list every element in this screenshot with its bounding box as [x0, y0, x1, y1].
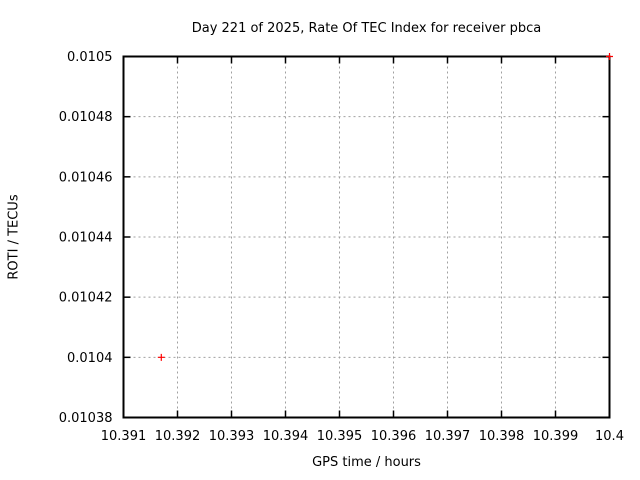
data-point-marker: [606, 53, 613, 60]
plot-border: [122, 55, 611, 419]
x-tick-label: 10.399: [533, 429, 579, 444]
y-tick-label: 0.01038: [59, 411, 113, 426]
x-tick-label: 10.395: [317, 429, 363, 444]
x-tick-label: 10.397: [425, 429, 471, 444]
x-tick-label: 10.393: [209, 429, 255, 444]
x-tick-label: 10.392: [155, 429, 201, 444]
y-tick-label: 0.01044: [59, 231, 113, 246]
y-tick-label: 0.01046: [59, 170, 113, 185]
chart-title: Day 221 of 2025, Rate Of TEC Index for r…: [191, 21, 542, 36]
x-tick-label: 10.391: [101, 429, 147, 444]
x-axis-title: GPS time / hours: [312, 455, 421, 470]
y-tick-label: 0.0105: [67, 50, 113, 65]
y-tick-label: 0.01048: [59, 110, 113, 125]
x-tick-label: 10.396: [371, 429, 417, 444]
y-tick-label: 0.0104: [67, 351, 113, 366]
x-tick-label: 10.394: [263, 429, 309, 444]
y-tick-label: 0.01042: [59, 291, 113, 306]
data-point-marker: [157, 353, 165, 361]
x-tick-label: 10.4: [595, 429, 624, 444]
x-tick-label: 10.398: [479, 429, 525, 444]
